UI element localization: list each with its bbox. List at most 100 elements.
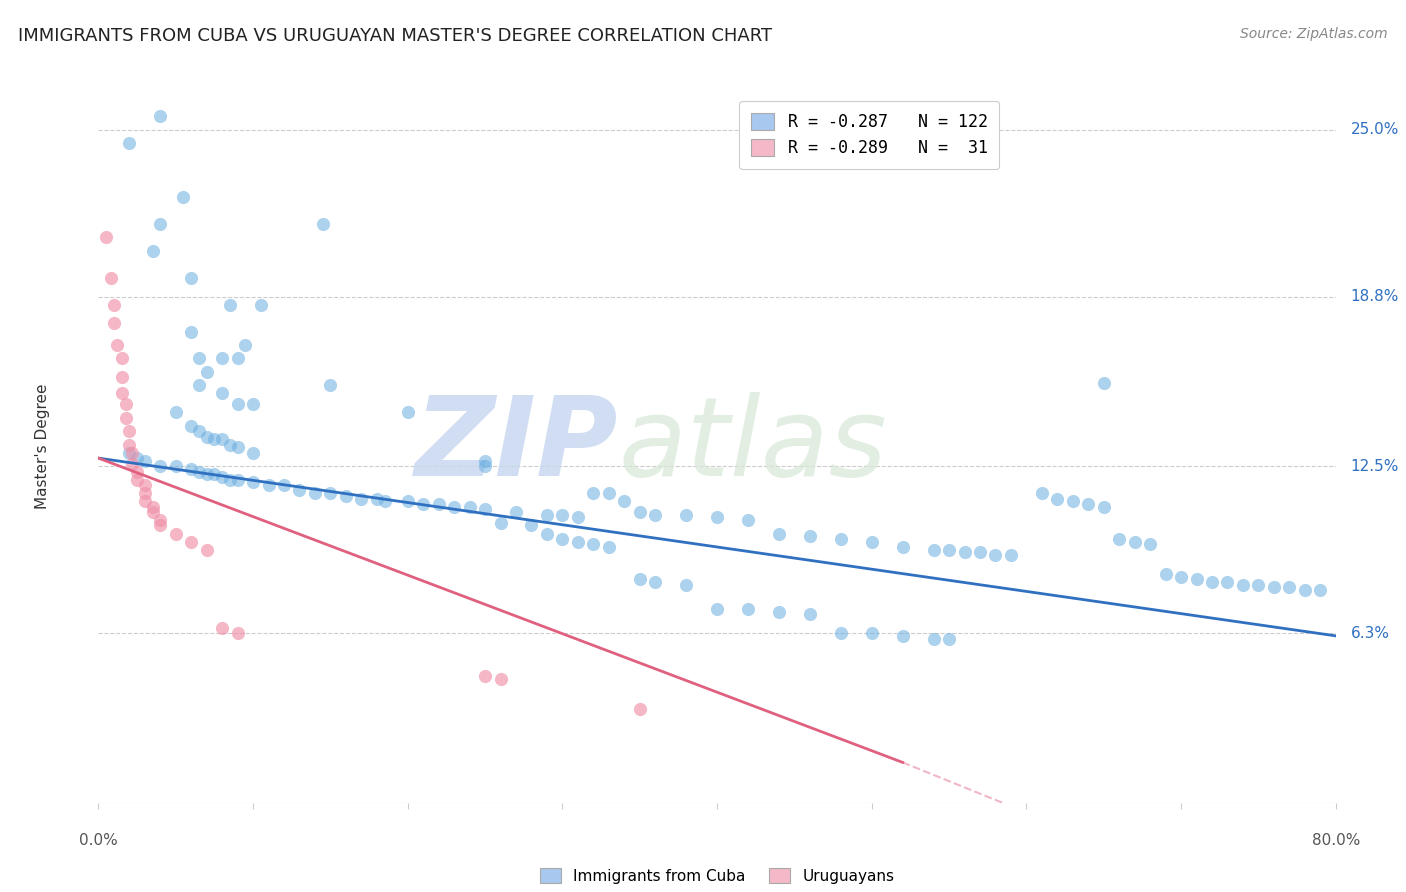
Point [474,459,496,474]
Point [675,577,697,591]
Point [768,605,790,619]
Point [204,467,226,482]
Point [149,518,172,533]
Point [1185,572,1208,586]
Point [551,508,574,522]
Point [195,542,218,557]
Point [474,669,496,683]
Point [149,217,172,231]
Point [1139,537,1161,551]
Point [134,454,156,468]
Point [180,270,202,285]
Point [598,486,620,500]
Point [1108,532,1130,546]
Point [1170,569,1192,583]
Point [1309,583,1331,598]
Point [242,475,264,490]
Point [226,397,249,411]
Point [427,497,450,511]
Point [1077,497,1099,511]
Point [567,510,589,524]
Point [644,508,666,522]
Text: 18.8%: 18.8% [1351,289,1399,304]
Point [922,542,945,557]
Point [188,424,211,438]
Point [180,534,202,549]
Point [250,298,273,312]
Point [149,109,172,123]
Point [1232,577,1254,591]
Point [938,542,960,557]
Point [412,497,434,511]
Point [374,494,396,508]
Point [188,351,211,366]
Point [211,470,233,484]
Point [134,486,156,500]
Point [335,489,357,503]
Point [165,526,187,541]
Point [706,602,728,616]
Point [219,298,242,312]
Point [1278,580,1301,594]
Point [644,574,666,589]
Point [180,462,202,476]
Point [319,486,342,500]
Text: 25.0%: 25.0% [1351,122,1399,137]
Text: atlas: atlas [619,392,887,500]
Point [165,405,187,419]
Text: 12.5%: 12.5% [1351,458,1399,474]
Point [582,486,605,500]
Point [118,136,141,150]
Point [211,621,233,635]
Point [226,351,249,366]
Point [350,491,373,506]
Point [860,534,883,549]
Point [115,397,138,411]
Point [1247,577,1270,591]
Point [969,545,991,559]
Point [211,432,233,446]
Point [226,441,249,455]
Point [984,548,1007,562]
Point [458,500,481,514]
Point [799,529,821,543]
Point [505,505,527,519]
Point [675,508,697,522]
Point [474,502,496,516]
Point [1216,574,1239,589]
Point [226,626,249,640]
Point [536,508,558,522]
Point [613,494,636,508]
Point [628,572,651,586]
Point [127,473,149,487]
Point [100,270,122,285]
Point [706,510,728,524]
Point [953,545,976,559]
Point [628,701,651,715]
Point [226,473,249,487]
Point [1062,494,1084,508]
Point [127,451,149,466]
Point [211,386,233,401]
Point [96,230,118,244]
Point [737,602,759,616]
Point [134,494,156,508]
Point [567,534,589,549]
Point [489,672,512,686]
Point [103,298,125,312]
Point [891,540,914,554]
Point [1092,376,1115,390]
Point [1123,534,1146,549]
Point [830,532,852,546]
Point [1031,486,1053,500]
Point [134,478,156,492]
Point [165,459,187,474]
Point [242,446,264,460]
Point [211,351,233,366]
Point [536,526,558,541]
Point [188,465,211,479]
Point [288,483,311,498]
Point [489,516,512,530]
Point [111,351,132,366]
Point [141,505,165,519]
